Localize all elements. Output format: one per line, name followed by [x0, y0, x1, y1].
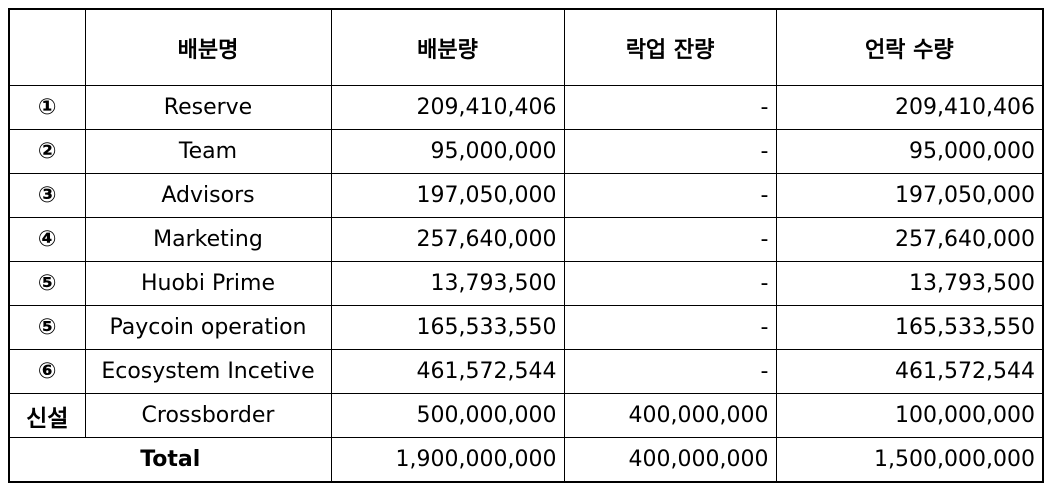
row-allocation: 13,793,500: [330, 261, 565, 306]
row-allocation: 461,572,544: [330, 349, 565, 394]
row-index: ①: [8, 85, 86, 130]
row-locked: -: [563, 305, 777, 350]
row-unlocked: 95,000,000: [775, 129, 1044, 174]
row-index: 신설: [8, 393, 86, 438]
header-allocation-amount: 배분량: [330, 8, 565, 86]
table-body: ① Reserve 209,410,406 - 209,410,406 ② Te…: [8, 85, 1044, 483]
header-allocation-name: 배분명: [84, 8, 332, 86]
row-allocation: 165,533,550: [330, 305, 565, 350]
table-row: ② Team 95,000,000 - 95,000,000: [8, 129, 1044, 174]
row-name: Paycoin operation: [84, 305, 332, 350]
row-index: ⑥: [8, 349, 86, 394]
row-name: Ecosystem Incetive: [84, 349, 332, 394]
allocation-table: 배분명 배분량 락업 잔량 언락 수량 ① Reserve 209,410,40…: [8, 8, 1044, 483]
header-row: 배분명 배분량 락업 잔량 언락 수량: [8, 8, 1044, 86]
row-locked: -: [563, 173, 777, 218]
row-locked: -: [563, 129, 777, 174]
row-allocation: 257,640,000: [330, 217, 565, 262]
row-allocation: 500,000,000: [330, 393, 565, 438]
row-index: ⑤: [8, 305, 86, 350]
row-unlocked: 461,572,544: [775, 349, 1044, 394]
row-unlocked: 100,000,000: [775, 393, 1044, 438]
row-name: Reserve: [84, 85, 332, 130]
total-allocation: 1,900,000,000: [330, 437, 565, 483]
total-locked: 400,000,000: [563, 437, 777, 483]
table-row: 신설 Crossborder 500,000,000 400,000,000 1…: [8, 393, 1044, 438]
table-row: ④ Marketing 257,640,000 - 257,640,000: [8, 217, 1044, 262]
row-index: ②: [8, 129, 86, 174]
row-name: Team: [84, 129, 332, 174]
row-locked: -: [563, 85, 777, 130]
header-unlocked-amount: 언락 수량: [775, 8, 1044, 86]
row-allocation: 209,410,406: [330, 85, 565, 130]
total-unlocked: 1,500,000,000: [775, 437, 1044, 483]
row-allocation: 197,050,000: [330, 173, 565, 218]
row-name: Advisors: [84, 173, 332, 218]
row-name: Marketing: [84, 217, 332, 262]
table-row: ① Reserve 209,410,406 - 209,410,406: [8, 85, 1044, 130]
row-allocation: 95,000,000: [330, 129, 565, 174]
row-locked: -: [563, 261, 777, 306]
table-row: ⑤ Paycoin operation 165,533,550 - 165,53…: [8, 305, 1044, 350]
row-locked: -: [563, 349, 777, 394]
table-row: ⑥ Ecosystem Incetive 461,572,544 - 461,5…: [8, 349, 1044, 394]
header-locked-remaining: 락업 잔량: [563, 8, 777, 86]
row-locked: -: [563, 217, 777, 262]
row-name: Crossborder: [84, 393, 332, 438]
table-row: ⑤ Huobi Prime 13,793,500 - 13,793,500: [8, 261, 1044, 306]
row-locked: 400,000,000: [563, 393, 777, 438]
header-index: [8, 8, 86, 86]
total-label: Total: [8, 437, 332, 483]
row-unlocked: 257,640,000: [775, 217, 1044, 262]
table-header: 배분명 배분량 락업 잔량 언락 수량: [8, 8, 1044, 86]
total-row: Total 1,900,000,000 400,000,000 1,500,00…: [8, 437, 1044, 483]
row-unlocked: 197,050,000: [775, 173, 1044, 218]
row-unlocked: 165,533,550: [775, 305, 1044, 350]
row-unlocked: 13,793,500: [775, 261, 1044, 306]
row-unlocked: 209,410,406: [775, 85, 1044, 130]
row-name: Huobi Prime: [84, 261, 332, 306]
row-index: ③: [8, 173, 86, 218]
row-index: ④: [8, 217, 86, 262]
row-index: ⑤: [8, 261, 86, 306]
table-row: ③ Advisors 197,050,000 - 197,050,000: [8, 173, 1044, 218]
